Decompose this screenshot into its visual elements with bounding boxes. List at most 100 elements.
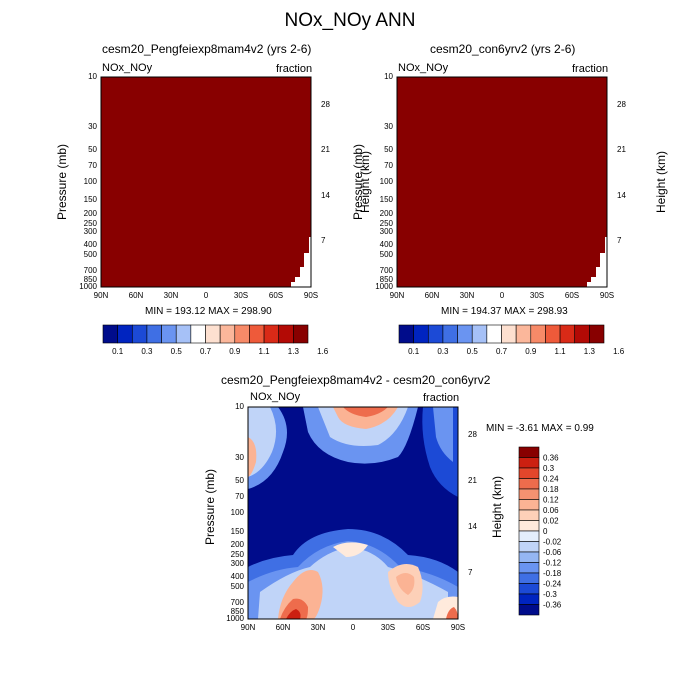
colorbar-swatch	[515, 324, 532, 344]
panel-1-plot	[100, 76, 312, 288]
pressure-tick-label: 10	[88, 72, 97, 81]
panel-3-minmax: MIN = -3.61 MAX = 0.99	[486, 423, 594, 434]
pressure-tick-label: 70	[384, 160, 393, 170]
colorbar-swatch	[249, 324, 265, 344]
lat-tick-label: 90N	[93, 291, 109, 300]
pressure-tick-label: 50	[88, 145, 97, 155]
pressure-tick-label: 250	[230, 550, 244, 560]
colorbar-label: -0.18	[543, 569, 562, 578]
colorbar-label: 0.06	[543, 506, 559, 515]
pressure-tick-label: 500	[83, 250, 97, 260]
lat-tick-label: 90N	[240, 623, 256, 632]
pressure-tick-label: 50	[235, 476, 244, 486]
panel-1-minmax: MIN = 193.12 MAX = 298.90	[145, 306, 272, 317]
colorbar-swatch	[518, 488, 540, 500]
lat-tick-label: 30N	[310, 623, 326, 632]
pressure-tick-label: 700	[230, 597, 244, 607]
colorbar-swatch	[518, 604, 540, 616]
panel-3-title: cesm20_Pengfeiexp8mam4v2 - cesm20_con6yr…	[221, 373, 491, 387]
pressure-tick-label: 30	[384, 122, 393, 132]
colorbar-swatch	[146, 324, 162, 344]
colorbar-label: 0.9	[229, 347, 241, 356]
panel-2-ylabel-left: Pressure (mb)	[351, 144, 365, 221]
colorbar-label: 0.1	[112, 347, 124, 356]
colorbar-swatch	[559, 324, 576, 344]
lat-tick-label: 60S	[415, 623, 431, 632]
colorbar-swatch	[518, 520, 540, 532]
lat-tick-label: 30N	[459, 291, 475, 300]
region-cap-inner	[333, 407, 398, 429]
pressure-tick-label: 400	[83, 240, 97, 250]
panel-2-notch	[587, 237, 607, 287]
lat-tick-label: 30N	[163, 291, 179, 300]
colorbar-label: -0.02	[543, 538, 562, 547]
height-tick-label: 7	[321, 236, 326, 246]
panel-1-frame	[100, 76, 312, 288]
lat-tick-label: 0	[203, 291, 209, 300]
colorbar-swatch	[518, 541, 540, 553]
pressure-tick-label: 150	[230, 526, 244, 536]
colorbar-label: 0.5	[171, 347, 183, 356]
panel-1-ylabel-left: Pressure (mb)	[55, 144, 69, 221]
colorbar-label: 0.3	[141, 347, 153, 356]
colorbar-label: 0.9	[525, 347, 537, 356]
main-title: NOx_NOy ANN	[284, 10, 416, 31]
pressure-tick-label: 300	[83, 227, 97, 237]
colorbar-swatch	[518, 562, 540, 574]
pressure-tick-label: 850	[83, 274, 97, 284]
pressure-tick-label: 50	[384, 145, 393, 155]
colorbar-label: -0.12	[543, 559, 562, 568]
pressure-tick-label: 100	[230, 508, 244, 517]
colorbar-label: 0.02	[543, 517, 559, 526]
colorbar-2: 0.1 0.3 0.5 0.7 0.9 1.1 1.3 1.6	[398, 324, 625, 356]
height-tick-label: 14	[617, 190, 626, 200]
region-nw-tropo-core	[280, 598, 308, 619]
colorbar-swatch	[442, 324, 458, 344]
colorbar-label: 1.3	[584, 347, 596, 356]
pressure-tick-label: 30	[88, 122, 97, 132]
lat-tick-label: 0	[350, 623, 356, 632]
panel-1-right-label: fraction	[276, 63, 313, 75]
colorbar-diff: 0.360.3 0.240.18 0.120.06 0.020 -0.02-0.06 -0…	[518, 446, 562, 616]
panel-2-left-label: NOx_NOy	[398, 62, 449, 74]
colorbar-swatch	[278, 324, 294, 344]
region-ne-strat-inner	[433, 407, 453, 462]
colorbar-swatch	[518, 551, 540, 563]
pressure-tick-label: 250	[379, 218, 393, 228]
colorbar-swatch	[190, 324, 206, 344]
colorbar-swatch	[427, 324, 444, 344]
panel-3-left-label: NOx_NOy	[250, 391, 301, 403]
colorbar-label: 0.7	[496, 347, 508, 356]
colorbar-swatch	[471, 324, 488, 344]
region-eq-light	[333, 542, 368, 557]
lat-tick-label: 60N	[128, 291, 144, 300]
panel-1-left-label: NOx_NOy	[102, 62, 153, 74]
colorbar-swatch	[518, 593, 540, 605]
panel-1-title: cesm20_Pengfeiexp8mam4v2 (yrs 2-6)	[102, 42, 312, 56]
panel-2-title: cesm20_con6yrv2 (yrs 2-6)	[430, 42, 576, 56]
pressure-tick-label: 400	[379, 240, 393, 250]
colorbar-swatch	[263, 324, 280, 344]
pressure-tick-label: 150	[379, 195, 393, 205]
height-tick-label: 28	[321, 99, 330, 109]
colorbar-swatch	[518, 446, 540, 458]
pressure-tick-label: 100	[379, 177, 393, 186]
colorbar-label: 0.18	[543, 485, 559, 494]
colorbar-label: 1.6	[317, 347, 329, 356]
pressure-tick-label: 10	[235, 402, 244, 411]
colorbar-label: -0.36	[543, 601, 562, 610]
height-tick-label: 14	[468, 521, 477, 531]
colorbar-label: 1.1	[555, 347, 567, 356]
lat-tick-label: 90N	[389, 291, 405, 300]
colorbar-swatch	[518, 467, 540, 479]
pressure-tick-label: 70	[88, 160, 97, 170]
pressure-tick-label: 250	[83, 218, 97, 228]
region-nw-tropo-peak	[286, 609, 301, 619]
height-tick-label: 21	[468, 475, 477, 485]
lat-tick-label: 60N	[424, 291, 440, 300]
colorbar-label: 0.7	[200, 347, 212, 356]
colorbar-swatch	[131, 324, 148, 344]
pressure-tick-label: 150	[83, 195, 97, 205]
panel-2-frame	[396, 76, 608, 288]
region-se-tropo-core	[396, 573, 415, 595]
